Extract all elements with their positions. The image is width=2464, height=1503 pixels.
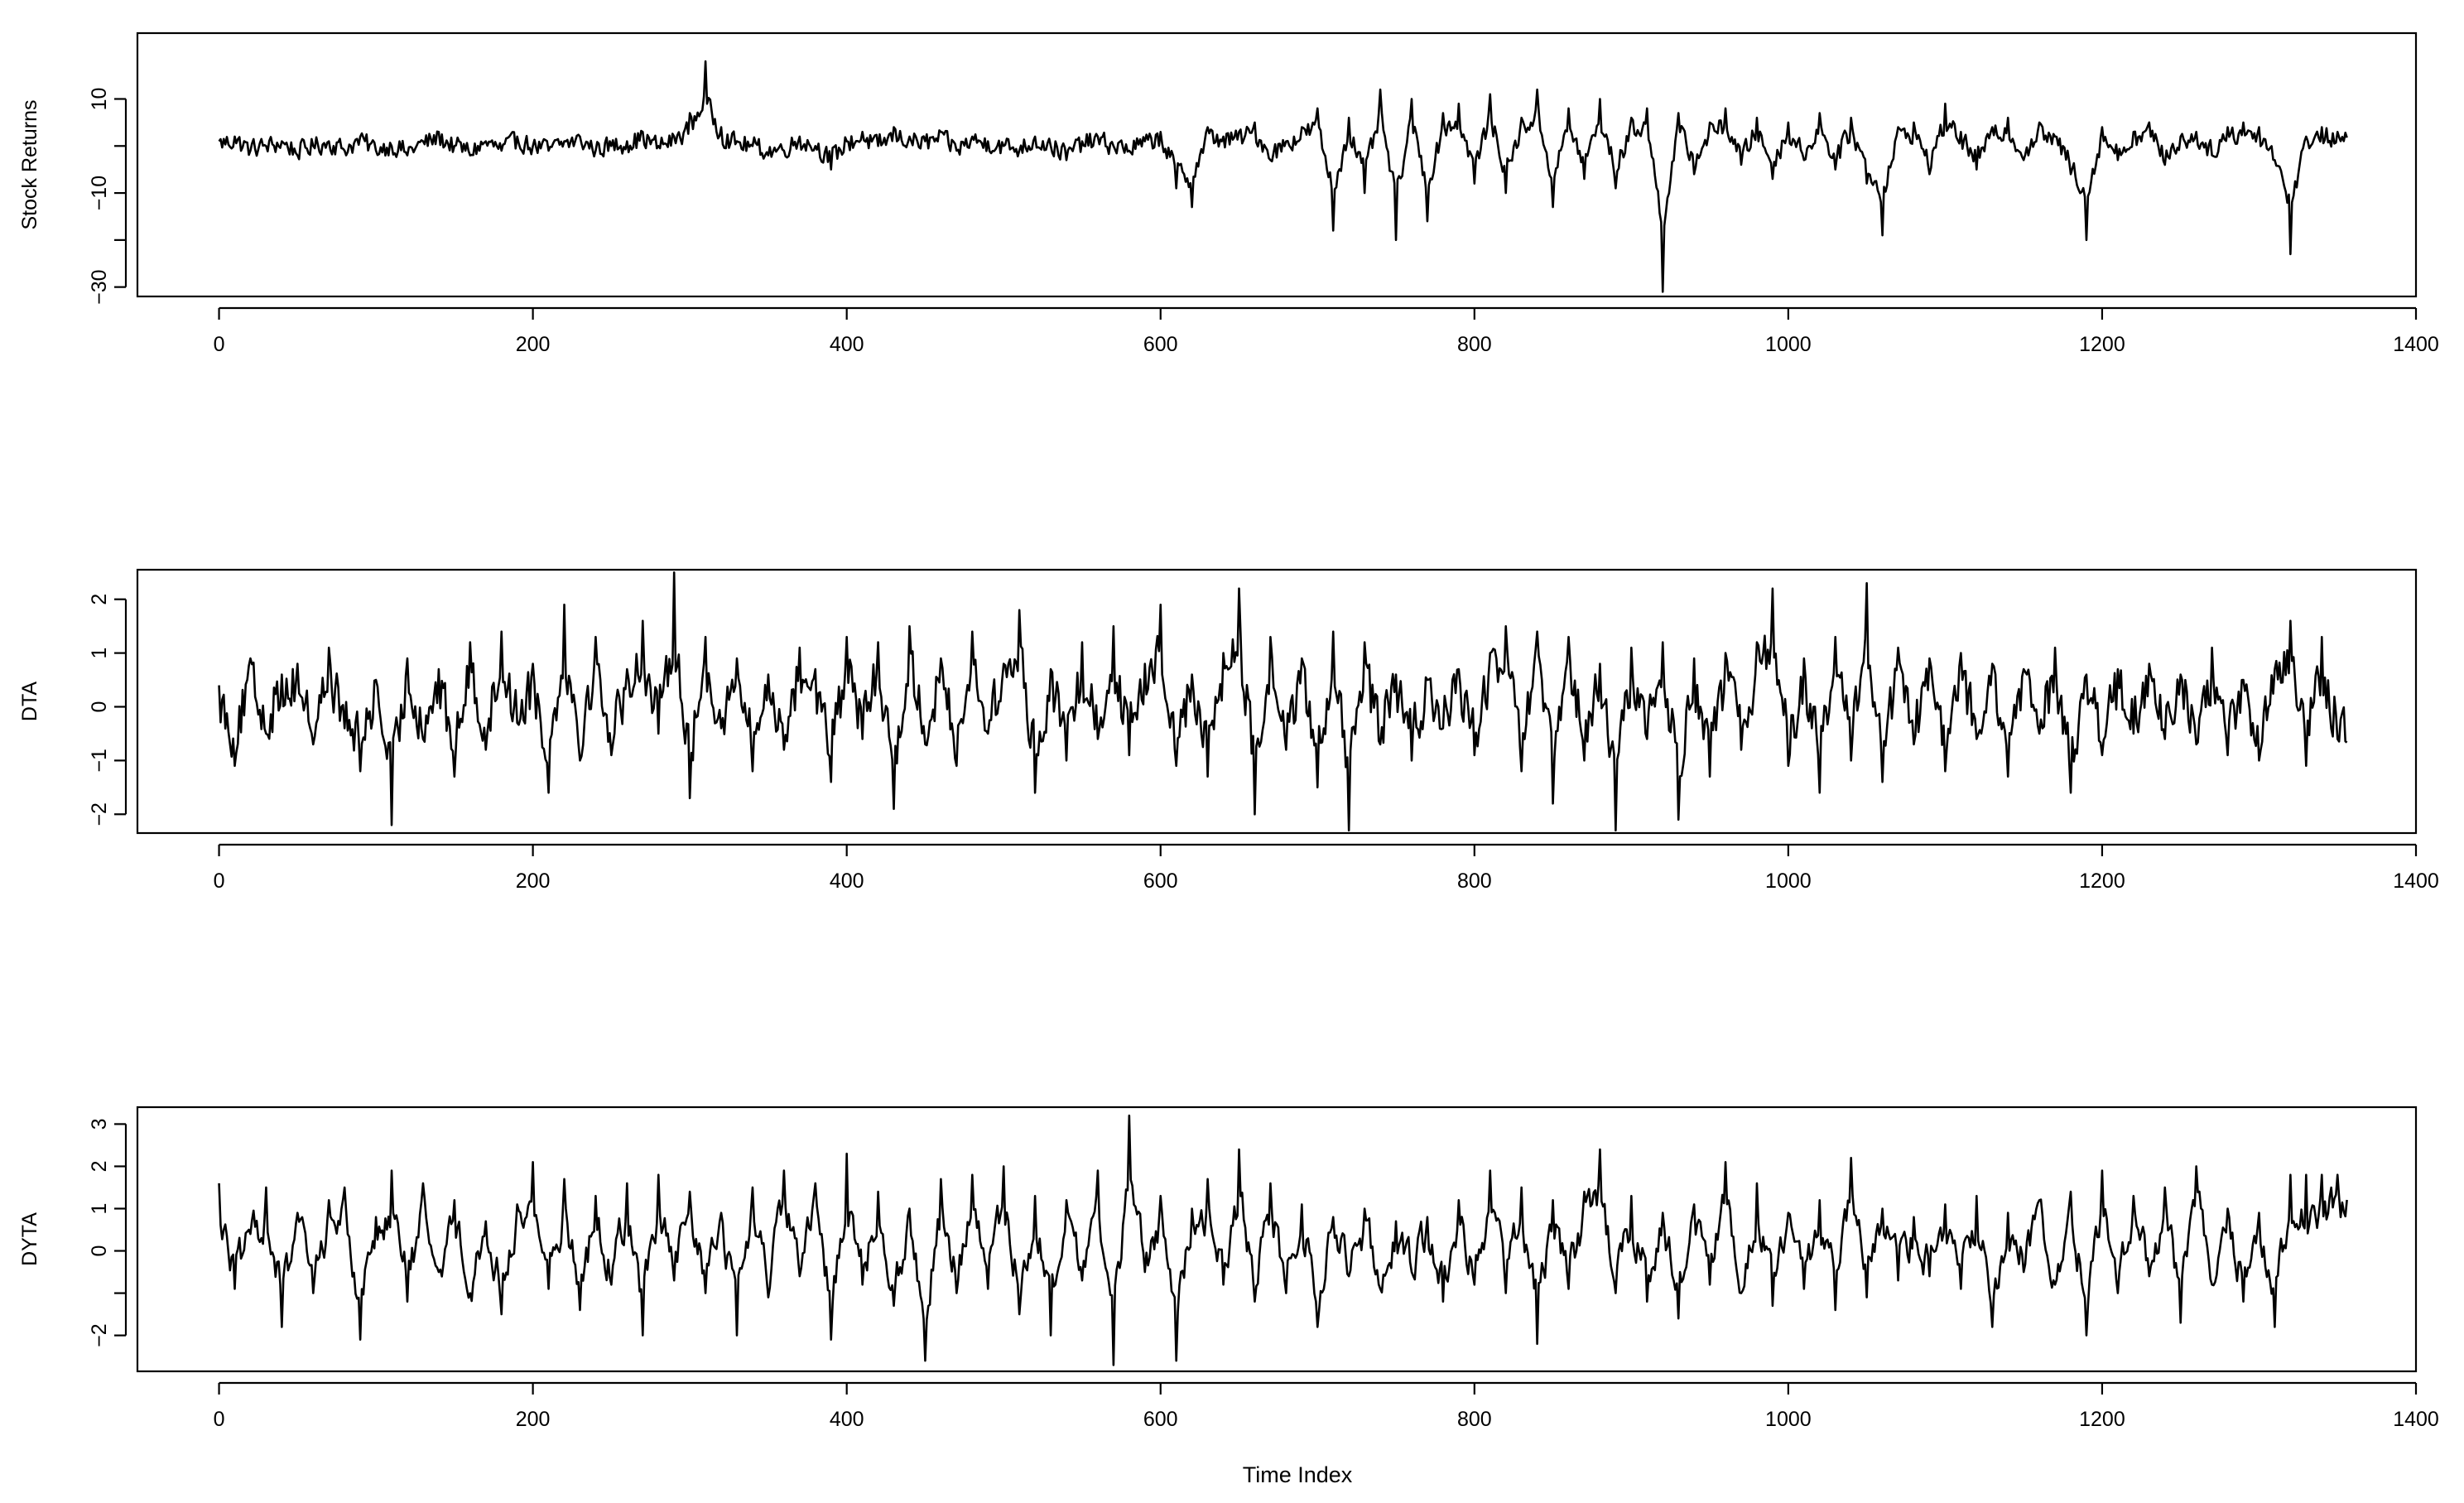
y-tick-label: −30 (88, 269, 111, 304)
y-tick-label: 3 (88, 1118, 111, 1130)
x-tick-label: 0 (214, 870, 225, 893)
y-tick-label: 10 (88, 88, 111, 111)
chart-panel-1: 0 200 400 600 800 1000 1200 1400 −30 −10 10 Stock R… (18, 31, 2439, 356)
x-tick-label: 1000 (1765, 870, 1812, 893)
x-tick-label: 400 (830, 1408, 864, 1431)
chart-panel-2: 0 200 400 600 800 1000 1200 1400 −2 −1 0 1 2 DTA (18, 568, 2439, 893)
plot-frame (136, 31, 2418, 298)
y-tick-label: −1 (88, 749, 111, 773)
x-tick-label: 600 (1143, 1408, 1178, 1431)
x-tick-label: 200 (516, 333, 551, 356)
y-tick-label: 1 (88, 648, 111, 659)
y-axis-title: DTA (18, 682, 41, 721)
x-tick-label: 200 (516, 870, 551, 893)
y-tick-label: −2 (88, 802, 111, 826)
y-tick-label: 2 (88, 594, 111, 605)
x-tick-label: 400 (830, 870, 864, 893)
x-tick-label: 800 (1457, 333, 1492, 356)
series-line (218, 60, 2348, 293)
y-tick-label: 0 (88, 701, 111, 713)
x-tick-label: 400 (830, 333, 864, 356)
y-axis-title: Stock Returns (18, 99, 41, 229)
y-tick-label: 2 (88, 1161, 111, 1173)
x-tick-label: 1000 (1765, 333, 1812, 356)
y-tick-label: 1 (88, 1203, 111, 1215)
y-axis-title: DYTA (18, 1212, 41, 1266)
x-tick-label: 800 (1457, 870, 1492, 893)
y-tick-label: 0 (88, 1245, 111, 1257)
x-tick-label: 1400 (2393, 333, 2439, 356)
x-tick-label: 1200 (2079, 870, 2125, 893)
y-tick-label: −10 (88, 176, 111, 210)
x-tick-label: 200 (516, 1408, 551, 1431)
x-tick-label: 1200 (2079, 333, 2125, 356)
x-tick-label: 1400 (2393, 870, 2439, 893)
plot-frame (136, 1106, 2418, 1373)
series-line (218, 571, 2348, 832)
x-tick-label: 1200 (2079, 1408, 2125, 1431)
x-tick-label: 600 (1143, 870, 1178, 893)
x-tick-label: 1000 (1765, 1408, 1812, 1431)
x-tick-label: 0 (214, 333, 225, 356)
chart-panel-3: 0 200 400 600 800 1000 1200 1400 −2 0 1 2 3 DYTA (18, 1106, 2439, 1431)
y-tick-label: −2 (88, 1323, 111, 1347)
x-tick-label: 600 (1143, 333, 1178, 356)
x-tick-label: 0 (214, 1408, 225, 1431)
x-tick-label: 800 (1457, 1408, 1492, 1431)
x-tick-label: 1400 (2393, 1408, 2439, 1431)
series-line (218, 1114, 2348, 1366)
plot-frame (136, 568, 2418, 835)
x-axis-title: Time Index (1243, 1462, 1353, 1487)
